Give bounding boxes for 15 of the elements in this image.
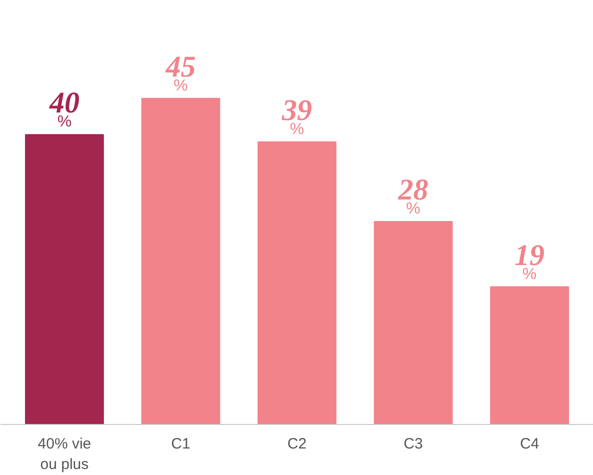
data-label: 28 % (397, 174, 428, 218)
bar (374, 221, 453, 424)
data-label: 19 % (514, 238, 545, 283)
x-tick-label: C3 (404, 436, 423, 452)
bar (490, 286, 569, 424)
bar (141, 98, 220, 424)
x-tick-label: 40% vie ou plus (38, 436, 92, 473)
bar (258, 141, 336, 424)
bar (25, 134, 104, 424)
data-label: 40 % (48, 86, 80, 131)
data-label: 45 % (164, 50, 196, 94)
data-label: 39 % (281, 94, 312, 138)
x-tick-label: C2 (287, 436, 307, 452)
x-tick-label: C1 (171, 436, 190, 452)
x-tick-label: C4 (520, 436, 540, 452)
